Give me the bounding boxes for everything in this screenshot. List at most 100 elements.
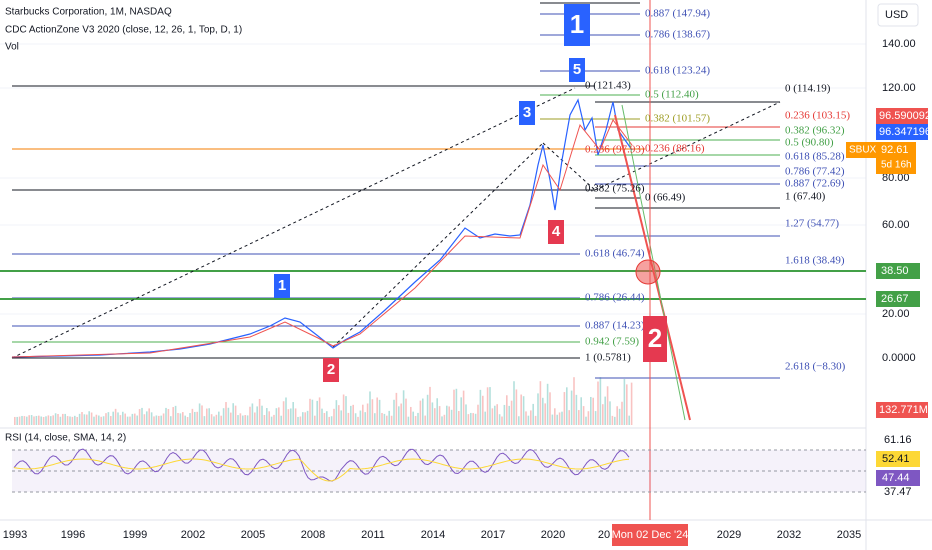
fib-label: 1.618 (38.49) (785, 255, 845, 267)
volume-bar (350, 405, 352, 425)
volume-bar (599, 377, 602, 425)
volume-bar (546, 383, 549, 425)
rsi-label: RSI (14, close, SMA, 14, 2) (5, 433, 126, 444)
volume-bar (184, 415, 186, 425)
volume-bar (575, 394, 578, 425)
volume-bar (597, 381, 599, 425)
fib-label: 0.5 (112.40) (645, 89, 699, 101)
volume-bar (201, 405, 203, 425)
volume-bar (261, 405, 263, 425)
price-line (11, 98, 633, 358)
volume-bar (263, 414, 266, 425)
volume-bar (626, 384, 628, 425)
volume-bar (81, 412, 83, 425)
volume-bar (230, 412, 232, 425)
volume-bar (364, 412, 366, 425)
volume-bar (426, 394, 429, 425)
rsi-line (13, 448, 630, 482)
volume-bar (330, 416, 333, 425)
time-tick: 1999 (123, 529, 147, 541)
wave-labels: 1 5 3 4 1 2 2 (274, 4, 667, 382)
currency[interactable]: USD (885, 9, 908, 21)
volume-bar (292, 402, 294, 425)
volume-bar (498, 414, 501, 425)
volume-bar (232, 403, 234, 425)
volume-bar (21, 415, 23, 425)
volume-bar (285, 397, 287, 425)
crosshair-date: Mon 02 Dec '24 (612, 529, 689, 541)
ema-line (11, 119, 633, 358)
wave: 2 (327, 361, 335, 378)
fib-label: 0.887 (72.69) (785, 178, 845, 190)
volume-bar (278, 407, 280, 425)
volume-bar (585, 416, 587, 425)
time-tick: 2008 (301, 529, 325, 541)
volume-bar (369, 391, 371, 425)
volume-bar (614, 416, 616, 425)
volume-bar (294, 408, 297, 425)
volume (14, 377, 633, 425)
price-tick: 120.00 (882, 82, 916, 94)
badge: 38.50 (881, 265, 909, 277)
volume-bar (179, 413, 182, 425)
volume-bar (530, 410, 532, 425)
volume-bar (172, 407, 174, 425)
volume-bar (515, 389, 518, 425)
currency-button[interactable] (877, 3, 919, 27)
volume-bar (119, 415, 122, 425)
volume-bar (630, 382, 633, 425)
volume-bar (162, 413, 165, 425)
volume-bar (124, 413, 126, 425)
volume-bar (206, 408, 208, 425)
volume-bar (107, 412, 110, 425)
volume-bar (549, 392, 551, 425)
countdown: 5d 16h (881, 160, 912, 171)
volume-bar (582, 406, 585, 425)
volume-bar (388, 410, 390, 425)
indicator: CDC ActionZone V3 2020 (close, 12, 26, 1… (5, 25, 242, 36)
volume-bar (381, 412, 383, 425)
volume-bar (134, 413, 136, 425)
fib-label: 1 (67.40) (785, 191, 826, 203)
volume-bar (342, 394, 345, 425)
volume-bar (74, 415, 76, 425)
volume-bar (441, 416, 443, 425)
volume-bar (618, 408, 621, 425)
fib-label: 0 (121.43) (585, 80, 631, 92)
volume-bar (227, 407, 230, 425)
volume-bar (563, 392, 566, 425)
time-axis: 1993 1996 1999 2002 2005 2008 2011 2014 … (3, 524, 861, 546)
volume-bar (194, 411, 196, 425)
time-tick: 1993 (3, 529, 27, 541)
volume-bar (520, 394, 522, 425)
volume-bar (66, 416, 69, 425)
volume-bar (424, 415, 426, 425)
fib-left-labels: 0 (121.43) 0.236 (97.93) 0.382 (75.26) 0… (585, 80, 645, 364)
volume-bar (436, 398, 438, 425)
volume-bar (422, 398, 424, 425)
volume-bar (47, 415, 50, 425)
volume-bar (311, 399, 314, 425)
volume-bar (191, 408, 194, 425)
volume-bar (378, 399, 381, 425)
volume-bar (434, 408, 436, 425)
volume-bar (246, 415, 249, 425)
fib-label: 0.786 (138.67) (645, 29, 710, 41)
badge: 96.590092 (879, 110, 931, 122)
time-tick: 2020 (541, 529, 565, 541)
volume-bar (453, 389, 455, 425)
time-tick: 20 (598, 529, 610, 541)
rsi-axis: 61.16 52.41 47.44 37.47 (876, 434, 920, 498)
volume-bar (314, 415, 316, 425)
volume-bar (57, 414, 59, 425)
volume-bar (160, 415, 162, 425)
volume-bar (110, 416, 112, 425)
volume-bar (203, 416, 206, 425)
badge: 26.67 (881, 293, 909, 305)
volume-bar (45, 416, 47, 425)
volume-bar (244, 415, 246, 425)
volume-bar (302, 412, 304, 425)
volume-bar (594, 411, 597, 425)
price-tick: 20.00 (882, 308, 910, 320)
volume-bar (297, 416, 299, 425)
